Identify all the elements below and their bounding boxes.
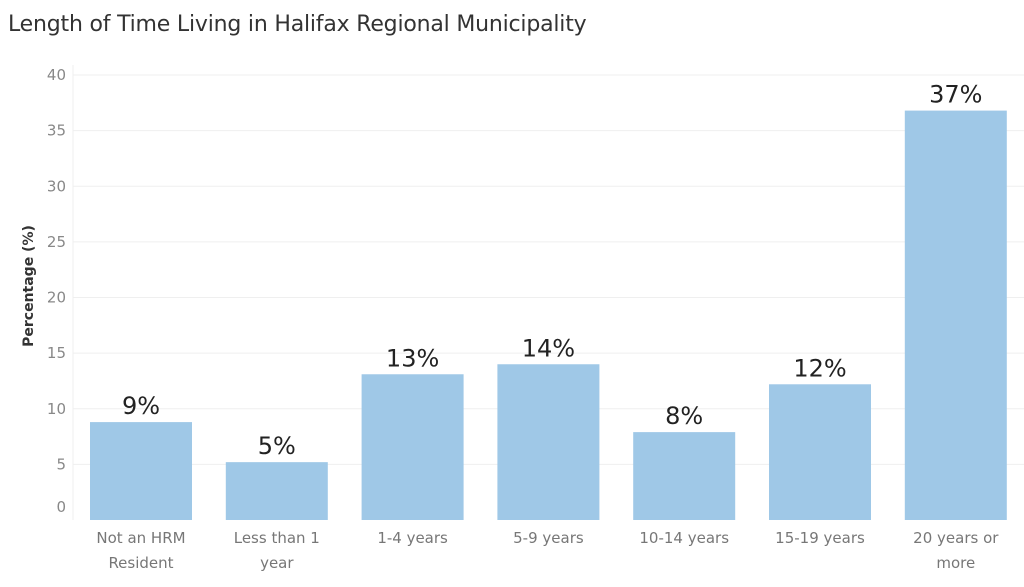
data-label: 14%	[522, 334, 575, 362]
bar	[769, 384, 871, 520]
x-category-label: 1-4 years	[377, 529, 448, 547]
data-label: 9%	[122, 392, 160, 420]
data-label: 12%	[793, 354, 846, 382]
data-label: 5%	[258, 432, 296, 460]
bar	[497, 364, 600, 520]
y-tick-label: 15	[47, 344, 66, 362]
y-tick-label: 5	[56, 455, 66, 473]
y-tick-label: 35	[47, 122, 66, 140]
data-label: 13%	[386, 344, 439, 372]
x-axis-categories: Not an HRM Resident Less than 1 year 1-4 yea…	[96, 529, 999, 572]
bars	[90, 110, 1007, 520]
x-category-label: 15-19 years	[775, 529, 865, 547]
x-category-label: 5-9 years	[513, 529, 584, 547]
bar	[633, 432, 736, 520]
bar	[90, 422, 192, 520]
x-category-label: Not an HRM Resident	[96, 529, 185, 572]
y-axis-ticks: 0 5 10 15 20 25 30 35 40	[47, 66, 66, 516]
y-tick-label: 0	[56, 498, 66, 516]
y-tick-label: 25	[47, 233, 66, 251]
x-category-label: 20 years or more	[913, 529, 999, 572]
y-tick-label: 30	[47, 177, 66, 195]
bar	[361, 374, 464, 520]
chart-title: Length of Time Living in Halifax Regiona…	[8, 12, 587, 37]
data-label: 8%	[665, 402, 703, 430]
data-label: 37%	[929, 81, 982, 109]
x-category-label: Less than 1 year	[234, 529, 320, 572]
bar	[225, 462, 328, 520]
y-tick-label: 10	[47, 400, 66, 418]
x-category-label: 10-14 years	[639, 529, 729, 547]
y-tick-label: 20	[47, 289, 66, 307]
y-axis-title: Percentage (%)	[21, 225, 37, 347]
y-tick-label: 40	[47, 66, 66, 84]
bar	[904, 110, 1007, 520]
data-labels: 9% 5% 13% 14% 8% 12% 37%	[122, 81, 983, 461]
